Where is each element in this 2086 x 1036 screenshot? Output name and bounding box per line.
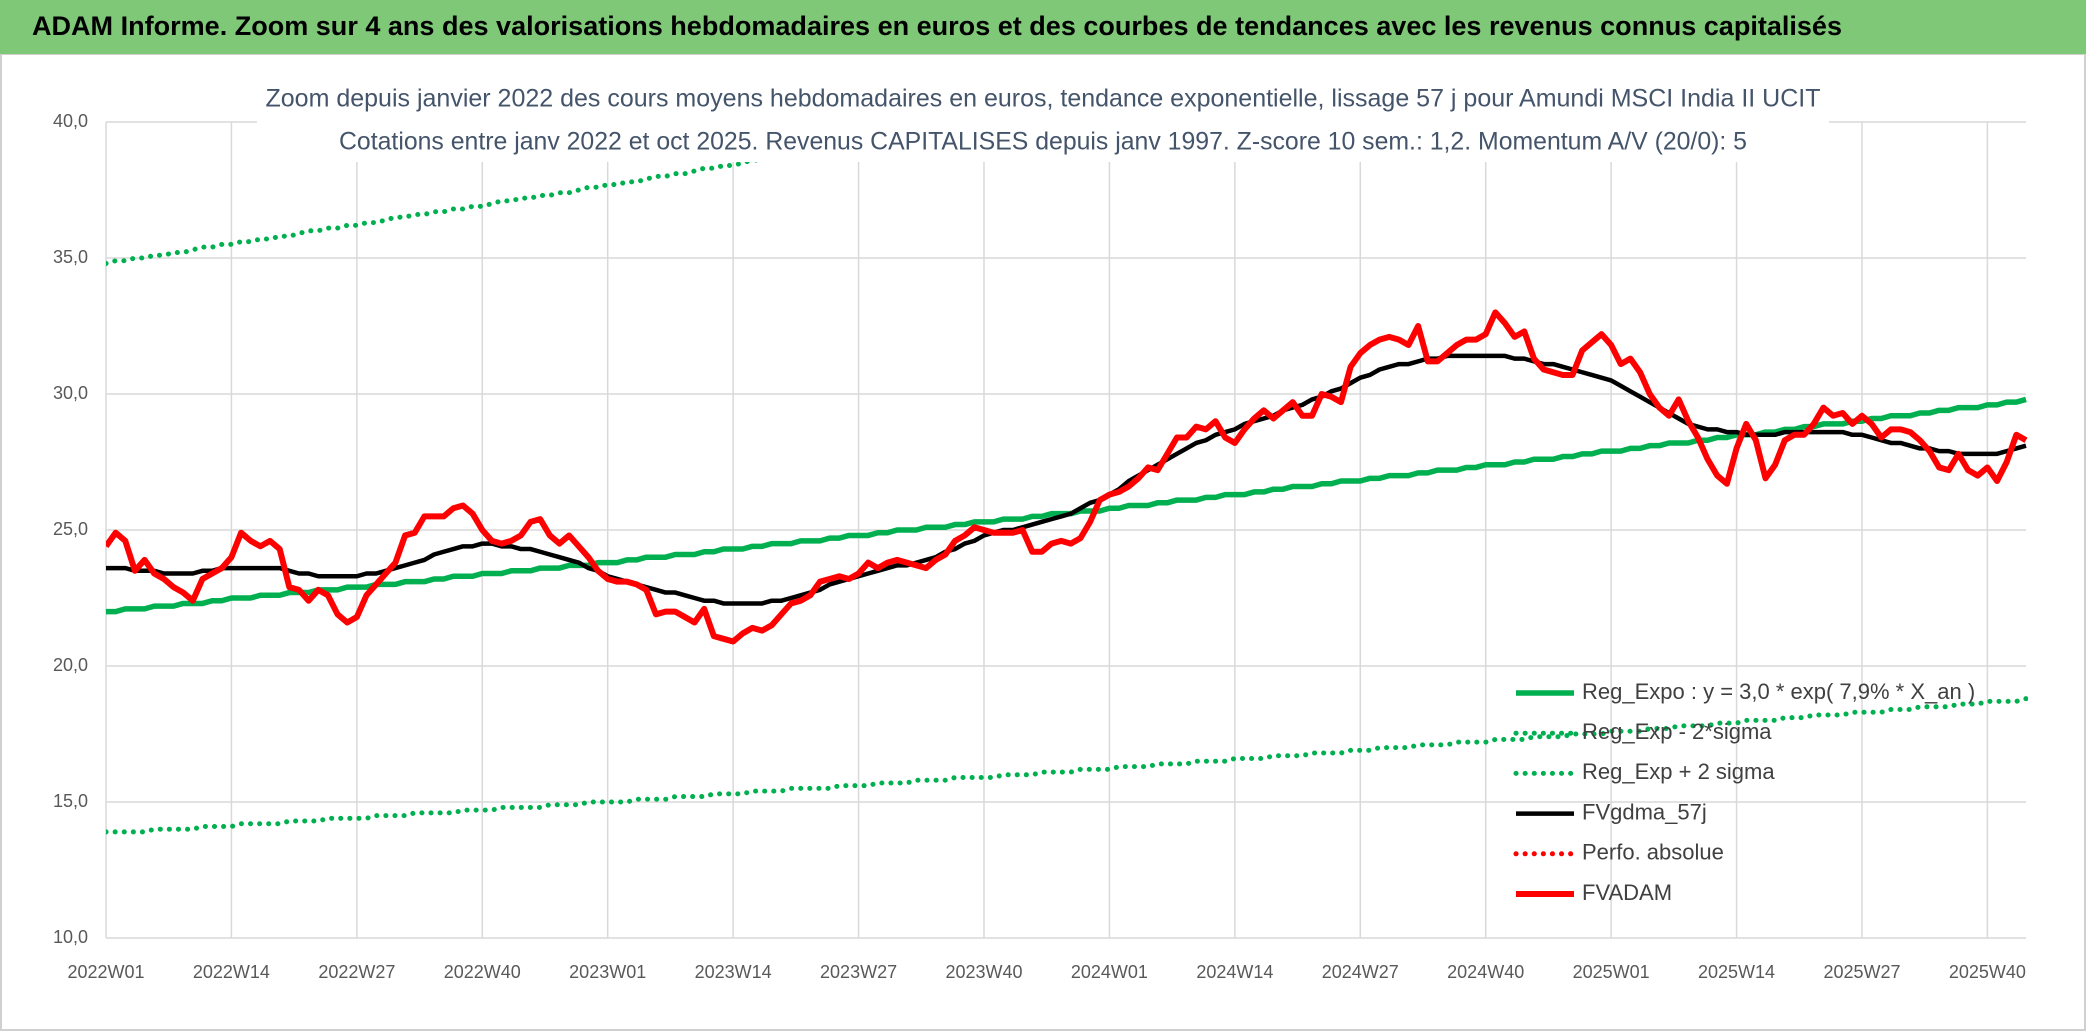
series-line [106, 353, 2027, 606]
header-bar [0, 0, 2086, 54]
subtitle-line: Zoom depuis janvier 2022 des cours moyen… [266, 85, 1821, 113]
series-line [106, 122, 994, 266]
x-tick-label: 2025W27 [1823, 962, 1900, 982]
subtitle-box [257, 80, 1829, 162]
legend-label: Reg_Exp - 2*sigma [1582, 719, 1772, 744]
y-tick-label: 25,0 [53, 519, 88, 539]
x-tick-label: 2024W40 [1447, 962, 1524, 982]
x-tick-label: 2022W27 [318, 962, 395, 982]
y-tick-label: 30,0 [53, 383, 88, 403]
x-tick-label: 2023W14 [695, 962, 772, 982]
y-tick-label: 20,0 [53, 655, 88, 675]
x-tick-label: 2023W40 [945, 962, 1022, 982]
legend-label: FVgdma_57j [1582, 799, 1707, 824]
legend-label: Reg_Exp + 2 sigma [1582, 759, 1775, 784]
y-tick-label: 10,0 [53, 927, 88, 947]
legend: Reg_Expo : y = 3,0 * exp( 7,9% * X_an ) R… [1513, 679, 1975, 905]
header-title: ADAM Informe. Zoom sur 4 ans des valoris… [32, 11, 1842, 41]
y-tick-label: 40,0 [53, 111, 88, 131]
y-tick-label: 15,0 [53, 791, 88, 811]
plot-area [106, 122, 2028, 835]
legend-label: Perfo. absolue [1582, 840, 1724, 865]
x-tick-label: 2025W40 [1949, 962, 2026, 982]
x-tick-label: 2024W01 [1071, 962, 1148, 982]
x-tick-label: 2025W14 [1698, 962, 1775, 982]
x-tick-label: 2023W01 [569, 962, 646, 982]
x-tick-label: 2024W14 [1196, 962, 1273, 982]
x-tick-label: 2022W40 [444, 962, 521, 982]
axes: 10,0 15,0 20,0 25,0 30,0 35,0 40,0 2022W01 2022W… [53, 111, 2026, 982]
series-line [106, 309, 2028, 645]
legend-label: FVADAM [1582, 880, 1672, 905]
x-tick-label: 2023W27 [820, 962, 897, 982]
x-tick-label: 2022W14 [193, 962, 270, 982]
x-tick-label: 2022W01 [67, 962, 144, 982]
y-tick-label: 35,0 [53, 247, 88, 267]
x-tick-label: 2025W01 [1573, 962, 1650, 982]
x-tick-label: 2024W27 [1322, 962, 1399, 982]
legend-label: Reg_Expo : y = 3,0 * exp( 7,9% * X_an ) [1582, 679, 1975, 704]
subtitle-line: Cotations entre janv 2022 et oct 2025. R… [339, 128, 1747, 156]
